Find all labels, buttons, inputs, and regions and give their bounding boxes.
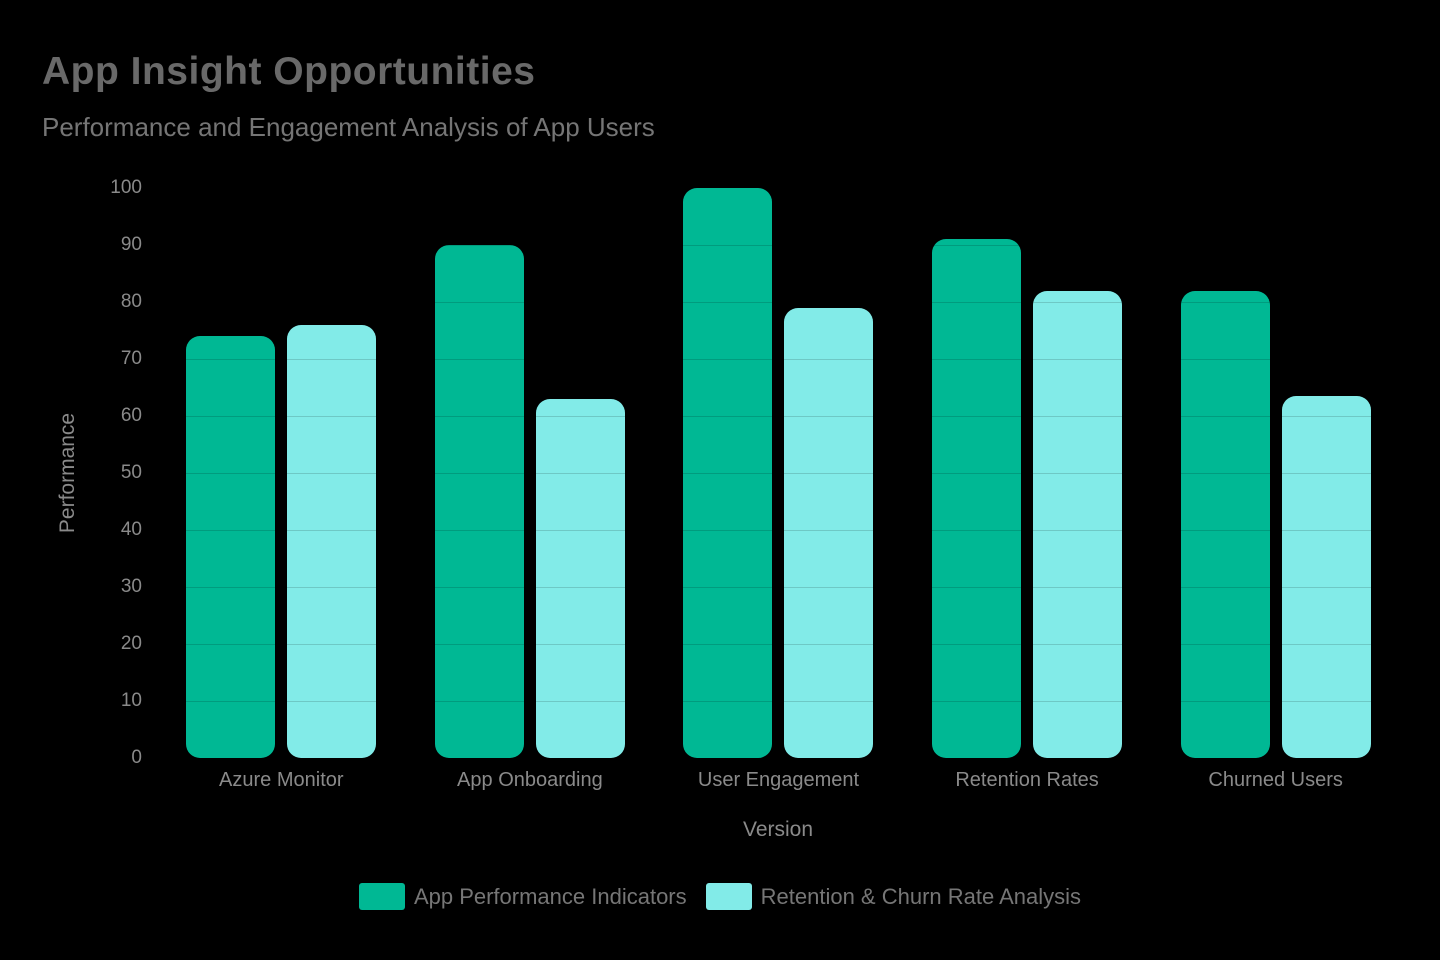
y-tick-label-90: 90 [120, 234, 142, 255]
x-label-retention-rates: Retention Rates [955, 769, 1099, 791]
bar-retention-churn-rate-analysis-user-engagement[interactable] [784, 307, 874, 758]
bar-groups [157, 188, 1400, 758]
y-tick-label-40: 40 [120, 519, 142, 540]
y-tick-label-60: 60 [120, 405, 142, 426]
y-tick-label-10: 10 [120, 690, 142, 711]
y-axis-title: Performance [56, 412, 79, 534]
legend-item-app-performance-indicators[interactable]: App Performance Indicators [358, 883, 687, 910]
legend-item-retention-churn-rate-analysis[interactable]: Retention & Churn Rate Analysis [705, 883, 1082, 910]
legend-label: App Performance Indicators [413, 883, 687, 909]
x-label-app-onboarding: App Onboarding [457, 769, 603, 791]
x-label-churned-users: Churned Users [1208, 769, 1343, 791]
y-tick-label-0: 0 [131, 747, 142, 768]
x-label-user-engagement: User Engagement [697, 769, 860, 791]
bar-group-user-engagement [654, 188, 903, 758]
y-tick-label-70: 70 [120, 348, 142, 369]
bar-app-performance-indicators-azure-monitor[interactable] [186, 336, 276, 758]
bar-retention-churn-rate-analysis-azure-monitor[interactable] [287, 324, 377, 758]
x-label-azure-monitor: Azure Monitor [219, 769, 344, 791]
bar-group-churned-users [1151, 188, 1400, 758]
bar-app-performance-indicators-retention-rates[interactable] [932, 239, 1022, 758]
legend: App Performance Indicators Retention & Ch… [0, 883, 1440, 910]
bar-retention-churn-rate-analysis-retention-rates[interactable] [1033, 290, 1123, 758]
x-axis-title: Version [742, 818, 814, 841]
bar-app-performance-indicators-app-onboarding[interactable] [434, 245, 524, 758]
chart-subtitle: Performance and Engagement Analysis of A… [42, 112, 655, 142]
y-tick-label-50: 50 [120, 462, 142, 483]
bar-retention-churn-rate-analysis-churned-users[interactable] [1281, 396, 1371, 758]
bar-retention-churn-rate-analysis-app-onboarding[interactable] [535, 398, 625, 758]
y-tick-label-30: 30 [120, 576, 142, 597]
bar-app-performance-indicators-churned-users[interactable] [1180, 290, 1270, 758]
legend-swatch-icon [705, 883, 752, 910]
x-axis-labels: Azure Monitor App Onboarding User Engageme… [157, 769, 1400, 792]
y-tick-label-20: 20 [120, 633, 142, 654]
y-tick-label-100: 100 [110, 177, 142, 198]
bar-app-performance-indicators-user-engagement[interactable] [683, 188, 773, 758]
bar-group-app-onboarding [406, 188, 655, 758]
chart-title: App Insight Opportunities [42, 50, 536, 93]
y-tick-label-80: 80 [120, 291, 142, 312]
plot-area: 0 10 20 30 40 50 60 70 80 90 100 [110, 177, 1400, 768]
bar-group-azure-monitor [157, 188, 406, 758]
bar-group-retention-rates [903, 188, 1152, 758]
legend-swatch-icon [358, 883, 405, 910]
legend-label: Retention & Churn Rate Analysis [760, 883, 1082, 909]
